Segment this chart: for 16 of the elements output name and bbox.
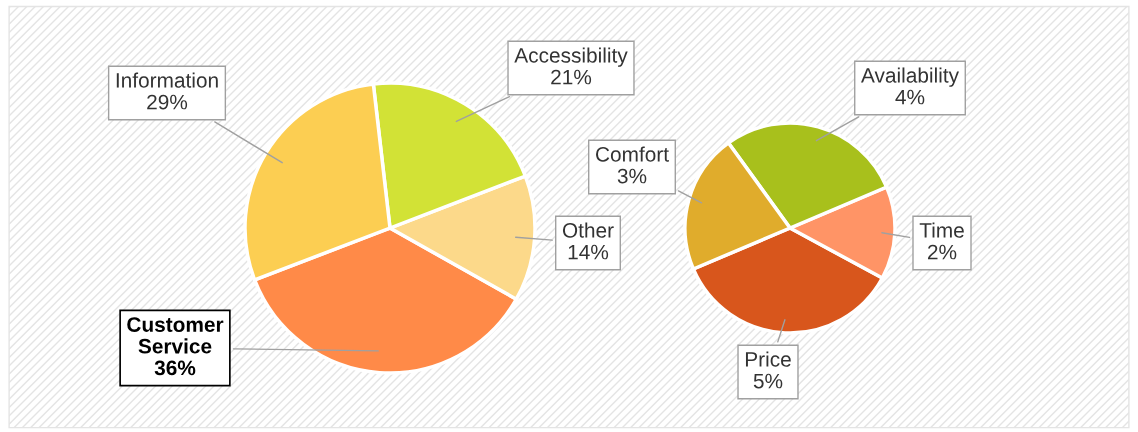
slice-label: Customer Service bbox=[127, 317, 224, 354]
slice-label: Availability bbox=[861, 67, 959, 87]
data-label: 36% bbox=[154, 360, 196, 376]
data-label: 2% bbox=[927, 244, 957, 260]
slice-label: Other bbox=[562, 222, 614, 238]
data-label: 3% bbox=[617, 168, 647, 184]
data-label: 21% bbox=[551, 69, 592, 85]
data-label: 5% bbox=[753, 373, 783, 389]
slice-label: Time bbox=[919, 222, 964, 238]
data-label: 4% bbox=[895, 89, 925, 105]
slice-label: Price bbox=[745, 351, 791, 367]
slice-label: Information bbox=[116, 72, 218, 88]
slice-label: Comfort bbox=[596, 146, 669, 162]
data-label: 29% bbox=[147, 94, 188, 110]
data-label: 14% bbox=[568, 244, 609, 260]
slice-label: Accessibility bbox=[514, 47, 628, 67]
